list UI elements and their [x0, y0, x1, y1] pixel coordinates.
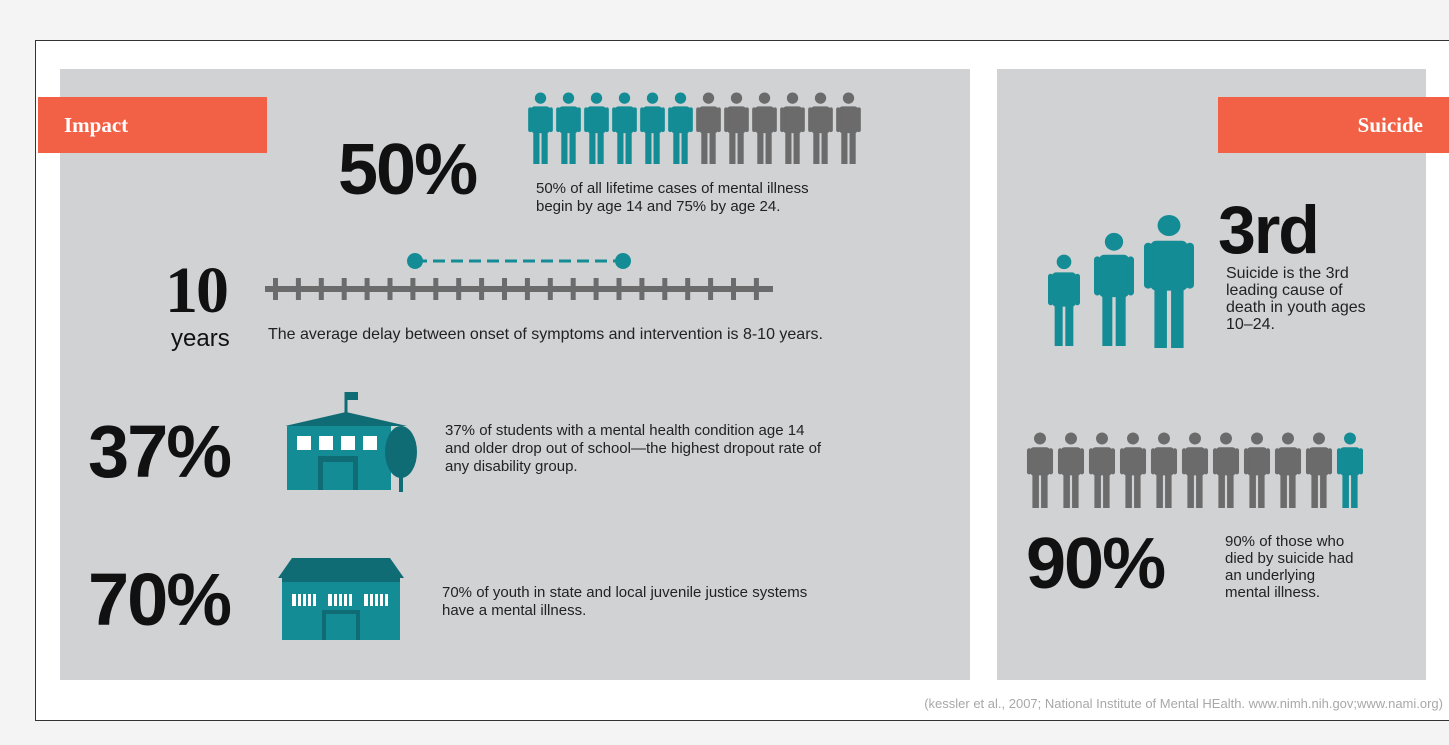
- person-icon-2: [1094, 232, 1134, 346]
- person-icon: [584, 92, 609, 164]
- stat-10-unit: years: [171, 325, 230, 352]
- person-icon: [696, 92, 721, 164]
- timeline-end-dot: [615, 253, 631, 269]
- person-icon: [1150, 432, 1178, 508]
- stat-70-line1: 70% of youth in state and local juvenile…: [442, 584, 808, 601]
- person-icon: [808, 92, 833, 164]
- stat-3rd-text: Suicide is the 3rd leading cause of deat…: [1226, 265, 1366, 333]
- stat-50-line1: 50% of all lifetime cases of mental illn…: [536, 180, 809, 197]
- timeline-tick: [524, 278, 530, 300]
- person-icon: [1305, 432, 1333, 508]
- person-icon: [1057, 432, 1085, 508]
- person-icon: [528, 92, 553, 164]
- person-icon: [668, 92, 693, 164]
- stat-3rd-value: 3rd: [1218, 192, 1320, 268]
- person-icon: [836, 92, 861, 164]
- timeline-tick: [273, 278, 278, 300]
- timeline-tick: [433, 278, 439, 300]
- person-icon: [1119, 432, 1147, 508]
- timeline-tick: [547, 278, 553, 300]
- person-icon-3: [1144, 214, 1194, 348]
- school-icon: [285, 392, 417, 492]
- stat-90-value: 90%: [1026, 524, 1166, 604]
- timeline-start-dot: [407, 253, 423, 269]
- stat-3rd-line4: 10–24.: [1226, 316, 1275, 333]
- person-icon: [1243, 432, 1271, 508]
- timeline-graphic: [265, 253, 773, 300]
- person-icon: [1274, 432, 1302, 508]
- stat-90-line1: 90% of those who: [1225, 533, 1345, 550]
- impact-panel: [60, 69, 970, 680]
- stat-70-line2: have a mental illness.: [442, 602, 587, 619]
- stat-3rd-line2: leading cause of: [1226, 282, 1343, 299]
- suicide-panel: [997, 69, 1426, 680]
- timeline-ticks: [273, 278, 759, 300]
- stat-37-text: 37% of students with a mental health con…: [445, 422, 821, 476]
- stat-3rd-line3: death in youth ages: [1226, 299, 1366, 316]
- person-icon: [724, 92, 749, 164]
- stat-3rd-line1: Suicide is the 3rd: [1226, 265, 1349, 282]
- timeline-tick: [456, 278, 462, 300]
- stat-90-line3: an underlying: [1225, 567, 1316, 584]
- timeline-tick: [410, 278, 416, 300]
- person-icon: [1336, 432, 1364, 508]
- person-icon: [752, 92, 777, 164]
- suicide-tag: Suicide: [1218, 97, 1449, 153]
- timeline-tick: [341, 278, 347, 300]
- timeline-tick: [731, 278, 736, 300]
- person-icon: [556, 92, 581, 164]
- stat-50-line2: begin by age 14 and 75% by age 24.: [536, 198, 781, 215]
- timeline-tick: [639, 278, 645, 300]
- timeline-tick: [662, 278, 668, 300]
- person-icon: [612, 92, 637, 164]
- timeline-tick: [570, 278, 576, 300]
- impact-tag: Impact: [38, 97, 267, 153]
- person-icon: [1212, 432, 1240, 508]
- stat-37-line2: and older drop out of school—the highest…: [445, 440, 822, 457]
- stat-90-text: 90% of those who died by suicide had an …: [1225, 533, 1353, 601]
- timeline-tick: [295, 278, 301, 300]
- timeline-tick: [479, 278, 485, 300]
- timeline-tick: [708, 278, 714, 300]
- person-icon-1: [1048, 254, 1080, 346]
- stat-50-text: 50% of all lifetime cases of mental illn…: [536, 180, 809, 216]
- timeline-tick: [387, 278, 393, 300]
- justice-building-icon: [278, 558, 404, 640]
- person-icon: [640, 92, 665, 164]
- timeline-tick: [593, 278, 599, 300]
- stat-37-value: 37%: [88, 410, 232, 493]
- timeline-tick: [753, 278, 759, 300]
- stat-90-line2: died by suicide had: [1225, 550, 1354, 567]
- timeline-tick: [502, 278, 507, 300]
- people-row-90: [1026, 432, 1364, 508]
- stat-37-line3: any disability group.: [445, 458, 578, 475]
- people-row-50: [528, 92, 861, 164]
- stat-50-value: 50%: [338, 130, 478, 210]
- person-icon: [1026, 432, 1054, 508]
- impact-tag-label: Impact: [64, 112, 129, 137]
- timeline-tick: [318, 278, 324, 300]
- suicide-tag-label: Suicide: [1357, 112, 1423, 137]
- stat-10-value: 10: [165, 254, 229, 327]
- person-icon: [1181, 432, 1209, 508]
- timeline-bar: [265, 286, 773, 292]
- stat-90-line4: mental illness.: [1225, 584, 1321, 601]
- stat-70-text: 70% of youth in state and local juvenile…: [442, 584, 807, 620]
- timeline-tick: [364, 278, 370, 300]
- three-people-icon: [1048, 214, 1194, 348]
- person-icon: [780, 92, 805, 164]
- person-icon: [1088, 432, 1116, 508]
- stat-37-line1: 37% of students with a mental health con…: [445, 422, 805, 439]
- timeline-tick: [616, 278, 622, 300]
- stat-10-text: The average delay between onset of sympt…: [268, 326, 823, 343]
- source-citation: (kessler et al., 2007; National Institut…: [924, 696, 1443, 711]
- timeline-tick: [685, 278, 691, 300]
- stat-70-value: 70%: [88, 558, 232, 641]
